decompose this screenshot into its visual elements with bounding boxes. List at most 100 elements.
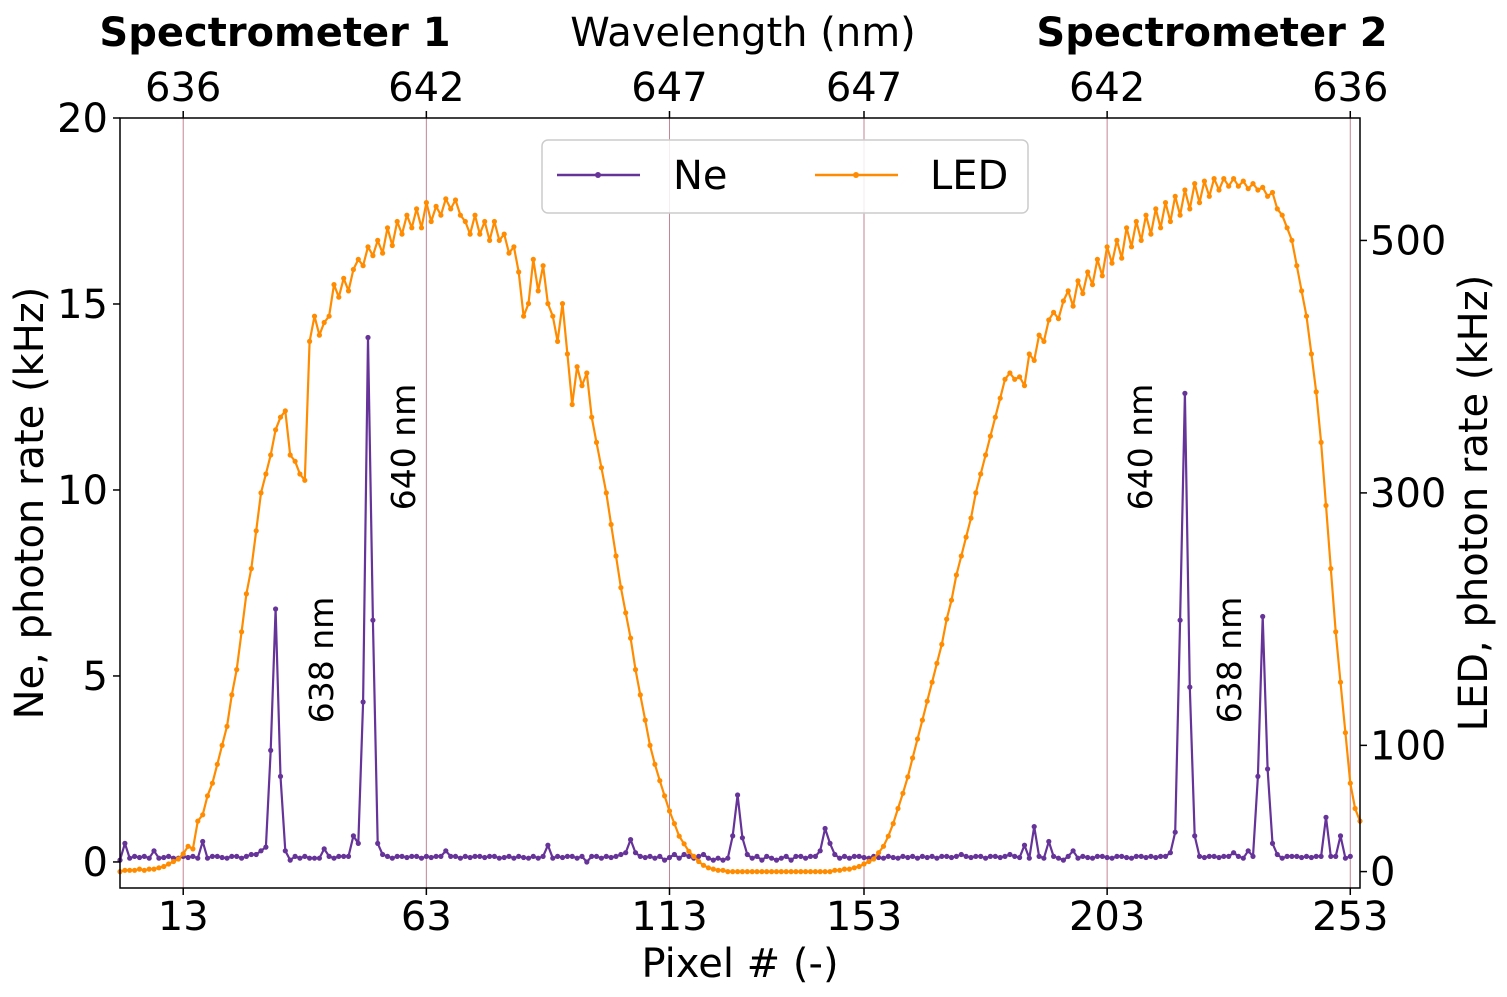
- point-ne-84: [525, 855, 532, 861]
- point-ne-36: [292, 853, 298, 860]
- point-led-155: [871, 856, 877, 862]
- point-led-220: [1187, 206, 1193, 212]
- point-ne-42: [321, 846, 327, 852]
- point-ne-242: [1294, 853, 1300, 860]
- point-ne-77: [491, 853, 497, 860]
- point-ne-207: [1124, 854, 1130, 861]
- point-ne-193: [1055, 855, 1062, 861]
- point-ne-107: [637, 853, 643, 860]
- point-led-27: [248, 566, 254, 572]
- point-led-203: [1104, 244, 1110, 250]
- x-tick-label-4: 203: [1069, 894, 1145, 940]
- point-ne-230: [1235, 853, 1241, 860]
- point-led-159: [890, 821, 896, 827]
- point-led-187: [1026, 351, 1032, 357]
- point-led-90: [555, 338, 561, 344]
- point-ne-218: [1177, 617, 1183, 623]
- point-ne-43: [326, 853, 332, 860]
- point-led-204: [1109, 260, 1115, 266]
- point-ne-33: [277, 773, 284, 780]
- point-ne-29: [258, 848, 264, 854]
- point-led-215: [1162, 200, 1169, 206]
- point-led-47: [345, 288, 352, 294]
- point-led-241: [1289, 237, 1295, 243]
- point-ne-195: [1065, 853, 1071, 860]
- point-led-146: [827, 869, 833, 875]
- point-ne-133: [764, 853, 770, 860]
- point-ne-161: [900, 853, 906, 860]
- point-led-200: [1089, 282, 1096, 288]
- point-led-238: [1274, 206, 1280, 212]
- point-led-26: [243, 591, 249, 597]
- point-ne-213: [1153, 854, 1159, 861]
- point-led-40: [311, 313, 318, 319]
- point-ne-66: [438, 853, 444, 860]
- y-left-tick-label-2: 10: [57, 468, 108, 514]
- point-ne-140: [798, 853, 804, 860]
- point-ne-23: [229, 853, 235, 860]
- point-led-29: [258, 490, 264, 496]
- point-led-132: [759, 869, 765, 875]
- point-ne-143: [812, 853, 819, 860]
- point-led-49: [355, 256, 361, 262]
- point-led-59: [404, 212, 410, 218]
- point-ne-157: [880, 855, 887, 861]
- point-ne-223: [1201, 854, 1207, 861]
- point-ne-173: [958, 851, 964, 858]
- point-ne-88: [545, 842, 551, 848]
- point-ne-139: [793, 853, 799, 860]
- point-ne-174: [963, 853, 969, 860]
- point-ne-187: [1026, 855, 1032, 861]
- point-ne-151: [851, 853, 857, 860]
- point-ne-5: [141, 853, 147, 860]
- point-led-51: [365, 244, 371, 250]
- point-led-231: [1240, 178, 1246, 184]
- point-led-148: [837, 867, 843, 873]
- point-ne-160: [895, 855, 901, 861]
- point-led-87: [540, 263, 546, 269]
- point-led-240: [1284, 225, 1290, 231]
- point-ne-182: [1002, 853, 1008, 860]
- point-ne-57: [394, 853, 400, 860]
- point-led-183: [1007, 370, 1013, 376]
- point-ne-106: [632, 850, 639, 856]
- point-ne-17: [200, 838, 206, 845]
- point-ne-128: [739, 835, 746, 841]
- point-led-208: [1128, 244, 1135, 250]
- point-led-232: [1245, 186, 1251, 192]
- point-led-50: [360, 263, 366, 269]
- point-ne-61: [414, 853, 420, 860]
- point-led-145: [822, 869, 828, 875]
- peak-label-638-spec2: 638 nm: [1210, 597, 1249, 724]
- point-ne-121: [705, 855, 712, 861]
- point-ne-131: [754, 853, 760, 860]
- point-led-214: [1158, 225, 1164, 231]
- point-ne-19: [209, 853, 215, 860]
- point-led-191: [1046, 317, 1052, 323]
- point-led-1: [122, 867, 128, 873]
- point-ne-78: [496, 855, 502, 861]
- point-ne-52: [370, 617, 376, 623]
- point-ne-41: [316, 855, 322, 861]
- point-ne-63: [423, 853, 429, 860]
- x-tick-label-2: 113: [631, 894, 707, 940]
- spectrometer-2-title: Spectrometer 2: [1036, 10, 1387, 56]
- point-ne-245: [1308, 854, 1314, 861]
- point-ne-70: [457, 855, 463, 861]
- point-ne-158: [885, 853, 891, 860]
- point-ne-74: [477, 853, 483, 860]
- point-led-18: [204, 793, 211, 799]
- point-ne-114: [671, 851, 678, 858]
- point-led-166: [924, 698, 930, 704]
- point-led-105: [628, 635, 634, 641]
- point-led-149: [841, 866, 848, 872]
- point-ne-62: [418, 855, 425, 861]
- point-ne-116: [681, 851, 687, 858]
- point-ne-156: [876, 854, 882, 861]
- point-led-45: [336, 294, 342, 300]
- point-led-120: [700, 862, 707, 868]
- point-ne-46: [341, 853, 347, 860]
- point-led-139: [793, 869, 799, 875]
- point-led-234: [1255, 187, 1261, 193]
- point-ne-64: [428, 854, 434, 861]
